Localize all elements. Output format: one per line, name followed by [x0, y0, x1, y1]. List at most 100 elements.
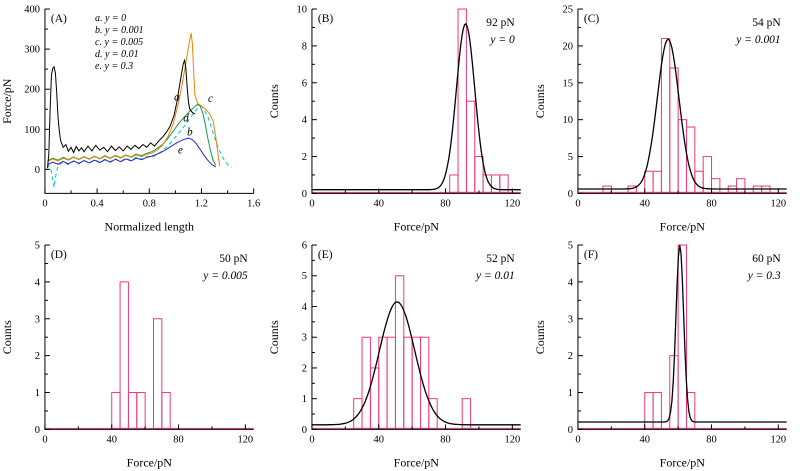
- histogram-bar: [644, 170, 654, 193]
- y-tick-label: 25: [563, 5, 573, 16]
- histogram-bar: [411, 336, 421, 429]
- histogram-bar: [152, 317, 163, 429]
- histogram-bar: [352, 397, 363, 429]
- panel-C: 0 40 80 120 0 5 10 15 20 25 Force/pN Counts (C) 54 pN…: [533, 0, 800, 236]
- x-tick-label: 120: [504, 434, 520, 445]
- histogram-bar: [461, 397, 471, 429]
- x-tick-label: 120: [237, 434, 253, 445]
- histogram-bar: [394, 274, 404, 429]
- panel-label: (F): [584, 249, 598, 261]
- histogram-bar: [465, 100, 475, 193]
- panel-D: 0 40 80 120 0 1 2 3 4 5 Force/pN Counts (D) 50 pN y = …: [0, 236, 267, 471]
- y-axis-label: Counts: [267, 319, 281, 353]
- x-tick-label: 40: [106, 434, 116, 445]
- panel-E: 0 40 80 120 0 1 2 3 4 5 6 Force/pN Counts (E) 52 pN y =…: [267, 236, 534, 471]
- y-tick-label: 5: [568, 152, 573, 163]
- panel-label: (D): [51, 249, 67, 261]
- annotation: 92 pN: [486, 17, 515, 29]
- y-tick-label: 4: [35, 277, 41, 288]
- panel-label: (A): [51, 13, 67, 25]
- x-axis-label: Normalized length: [105, 219, 194, 233]
- y-tick-label: 1: [568, 388, 573, 399]
- curve-c: [47, 32, 221, 167]
- histogram-bar: [136, 391, 146, 429]
- annotation: 50 pN: [219, 253, 248, 265]
- panel-A: 0 0.4 0.8 1.2 1.6 0 100 200 300 400 Normalized len…: [0, 0, 267, 236]
- x-tick-label: 80: [440, 434, 450, 445]
- y-tick-label: 5: [35, 240, 40, 251]
- axes: 0 40 80 120 0 1 2 3 4 5: [35, 240, 254, 445]
- x-tick-label: 40: [640, 198, 650, 209]
- y-tick-label: 0: [301, 189, 306, 200]
- y-tick-label: 2: [301, 363, 306, 374]
- y-tick-label: 200: [24, 85, 40, 96]
- histogram-bar: [703, 156, 713, 193]
- annotation: 52 pN: [486, 253, 515, 265]
- annotation: y = 0.3: [747, 270, 781, 282]
- y-tick-label: 5: [301, 271, 306, 282]
- histogram-bar: [711, 178, 721, 193]
- annotation: y = 0.01: [475, 270, 515, 282]
- curve-label-d: d: [183, 112, 189, 124]
- x-tick-label: 40: [640, 434, 650, 445]
- y-tick-label: 10: [296, 5, 306, 16]
- histogram: [312, 274, 521, 429]
- x-tick-label: 120: [771, 434, 787, 445]
- histogram-bar: [161, 391, 171, 429]
- y-tick-label: 2: [301, 152, 306, 163]
- legend-entry: b. y = 0.001: [95, 25, 144, 36]
- legend-entry: c. y = 0.005: [95, 37, 143, 48]
- axes: 0 40 80 120 0 1 2 3 4 5 6: [301, 240, 521, 445]
- x-tick-label: 40: [373, 434, 383, 445]
- histogram-bar: [644, 391, 654, 429]
- panel-label: (E): [318, 249, 333, 261]
- y-tick-label: 6: [301, 78, 306, 89]
- x-tick-label: 0: [309, 198, 314, 209]
- gaussian-fit-curve: [578, 38, 788, 190]
- y-axis-label: Counts: [533, 84, 547, 118]
- gaussian-fit-curve: [311, 22, 521, 191]
- histogram: [578, 244, 788, 429]
- y-tick-label: 2: [35, 351, 40, 362]
- histogram-bar: [127, 391, 138, 429]
- x-tick-label: 0.4: [91, 198, 105, 209]
- panel-E-plot: 0 40 80 120 0 1 2 3 4 5 6 Force/pN Counts (E) 52 pN y =…: [267, 240, 521, 469]
- panel-A-plot: 0 0.4 0.8 1.2 1.6 0 100 200 300 400 Normalized len…: [0, 5, 260, 234]
- panel-B: 0 40 80 120 0 2 4 6 8 10 Force/pN Counts (B) 92 pN y =…: [267, 0, 534, 236]
- panel-B-plot: 0 40 80 120 0 2 4 6 8 10 Force/pN Counts (B) 92 pN y =…: [267, 5, 521, 233]
- x-axis-label: Force/pN: [660, 455, 706, 469]
- x-tick-label: 80: [707, 198, 717, 209]
- annotation: y = 0.005: [202, 270, 248, 282]
- curve-e: [47, 137, 217, 168]
- curve-a: [47, 58, 196, 169]
- histogram-bar: [677, 244, 688, 429]
- histogram-bar: [448, 174, 459, 193]
- histogram: [45, 280, 254, 429]
- y-tick-label: 0: [568, 424, 573, 435]
- curve-label-a: a: [174, 91, 180, 103]
- histogram-bar: [386, 336, 396, 429]
- annotation: 54 pN: [753, 17, 782, 29]
- y-tick-label: 0: [568, 189, 573, 200]
- y-tick-label: 1: [301, 394, 306, 405]
- y-tick-label: 3: [301, 332, 306, 343]
- histogram-bar: [473, 156, 484, 193]
- histogram-bar: [498, 174, 509, 193]
- gaussian-fit-curve: [578, 244, 788, 423]
- y-tick-label: 3: [35, 314, 40, 325]
- gaussian-fit-curve: [311, 300, 521, 425]
- x-axis-label: Force/pN: [660, 219, 706, 233]
- curve-label-e: e: [178, 144, 183, 156]
- x-tick-label: 1.6: [247, 198, 260, 209]
- histogram-bar: [652, 170, 663, 193]
- y-tick-label: 0: [35, 165, 40, 176]
- y-tick-label: 5: [568, 240, 573, 251]
- x-tick-label: 120: [771, 198, 787, 209]
- panel-label: (C): [584, 13, 599, 25]
- curve-label-c: c: [208, 93, 213, 105]
- y-tick-label: 0: [35, 424, 40, 435]
- y-tick-label: 4: [568, 277, 574, 288]
- y-tick-label: 6: [301, 240, 306, 251]
- histogram-bar: [652, 391, 663, 429]
